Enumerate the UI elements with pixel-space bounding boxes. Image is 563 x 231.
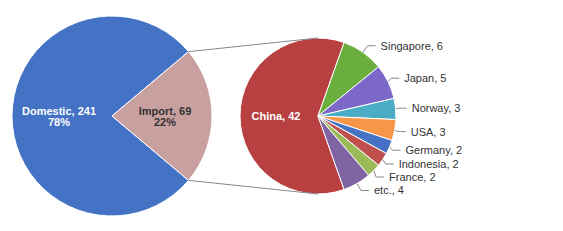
svg-text:78%: 78%: [48, 116, 70, 128]
svg-text:22%: 22%: [154, 116, 176, 128]
svg-text:Germany, 2: Germany, 2: [405, 144, 462, 156]
svg-text:Norway, 3: Norway, 3: [412, 102, 461, 114]
svg-text:etc., 4: etc., 4: [374, 184, 404, 196]
svg-text:Domestic, 241: Domestic, 241: [22, 104, 96, 117]
svg-text:USA, 3: USA, 3: [411, 126, 446, 138]
svg-text:France, 2: France, 2: [389, 171, 435, 183]
svg-text:Import, 69: Import, 69: [138, 104, 192, 117]
svg-text:Singapore, 6: Singapore, 6: [381, 40, 443, 52]
svg-text:Indonesia, 2: Indonesia, 2: [399, 158, 459, 170]
svg-text:Japan, 5: Japan, 5: [404, 72, 446, 84]
svg-text:China, 42: China, 42: [252, 110, 301, 122]
